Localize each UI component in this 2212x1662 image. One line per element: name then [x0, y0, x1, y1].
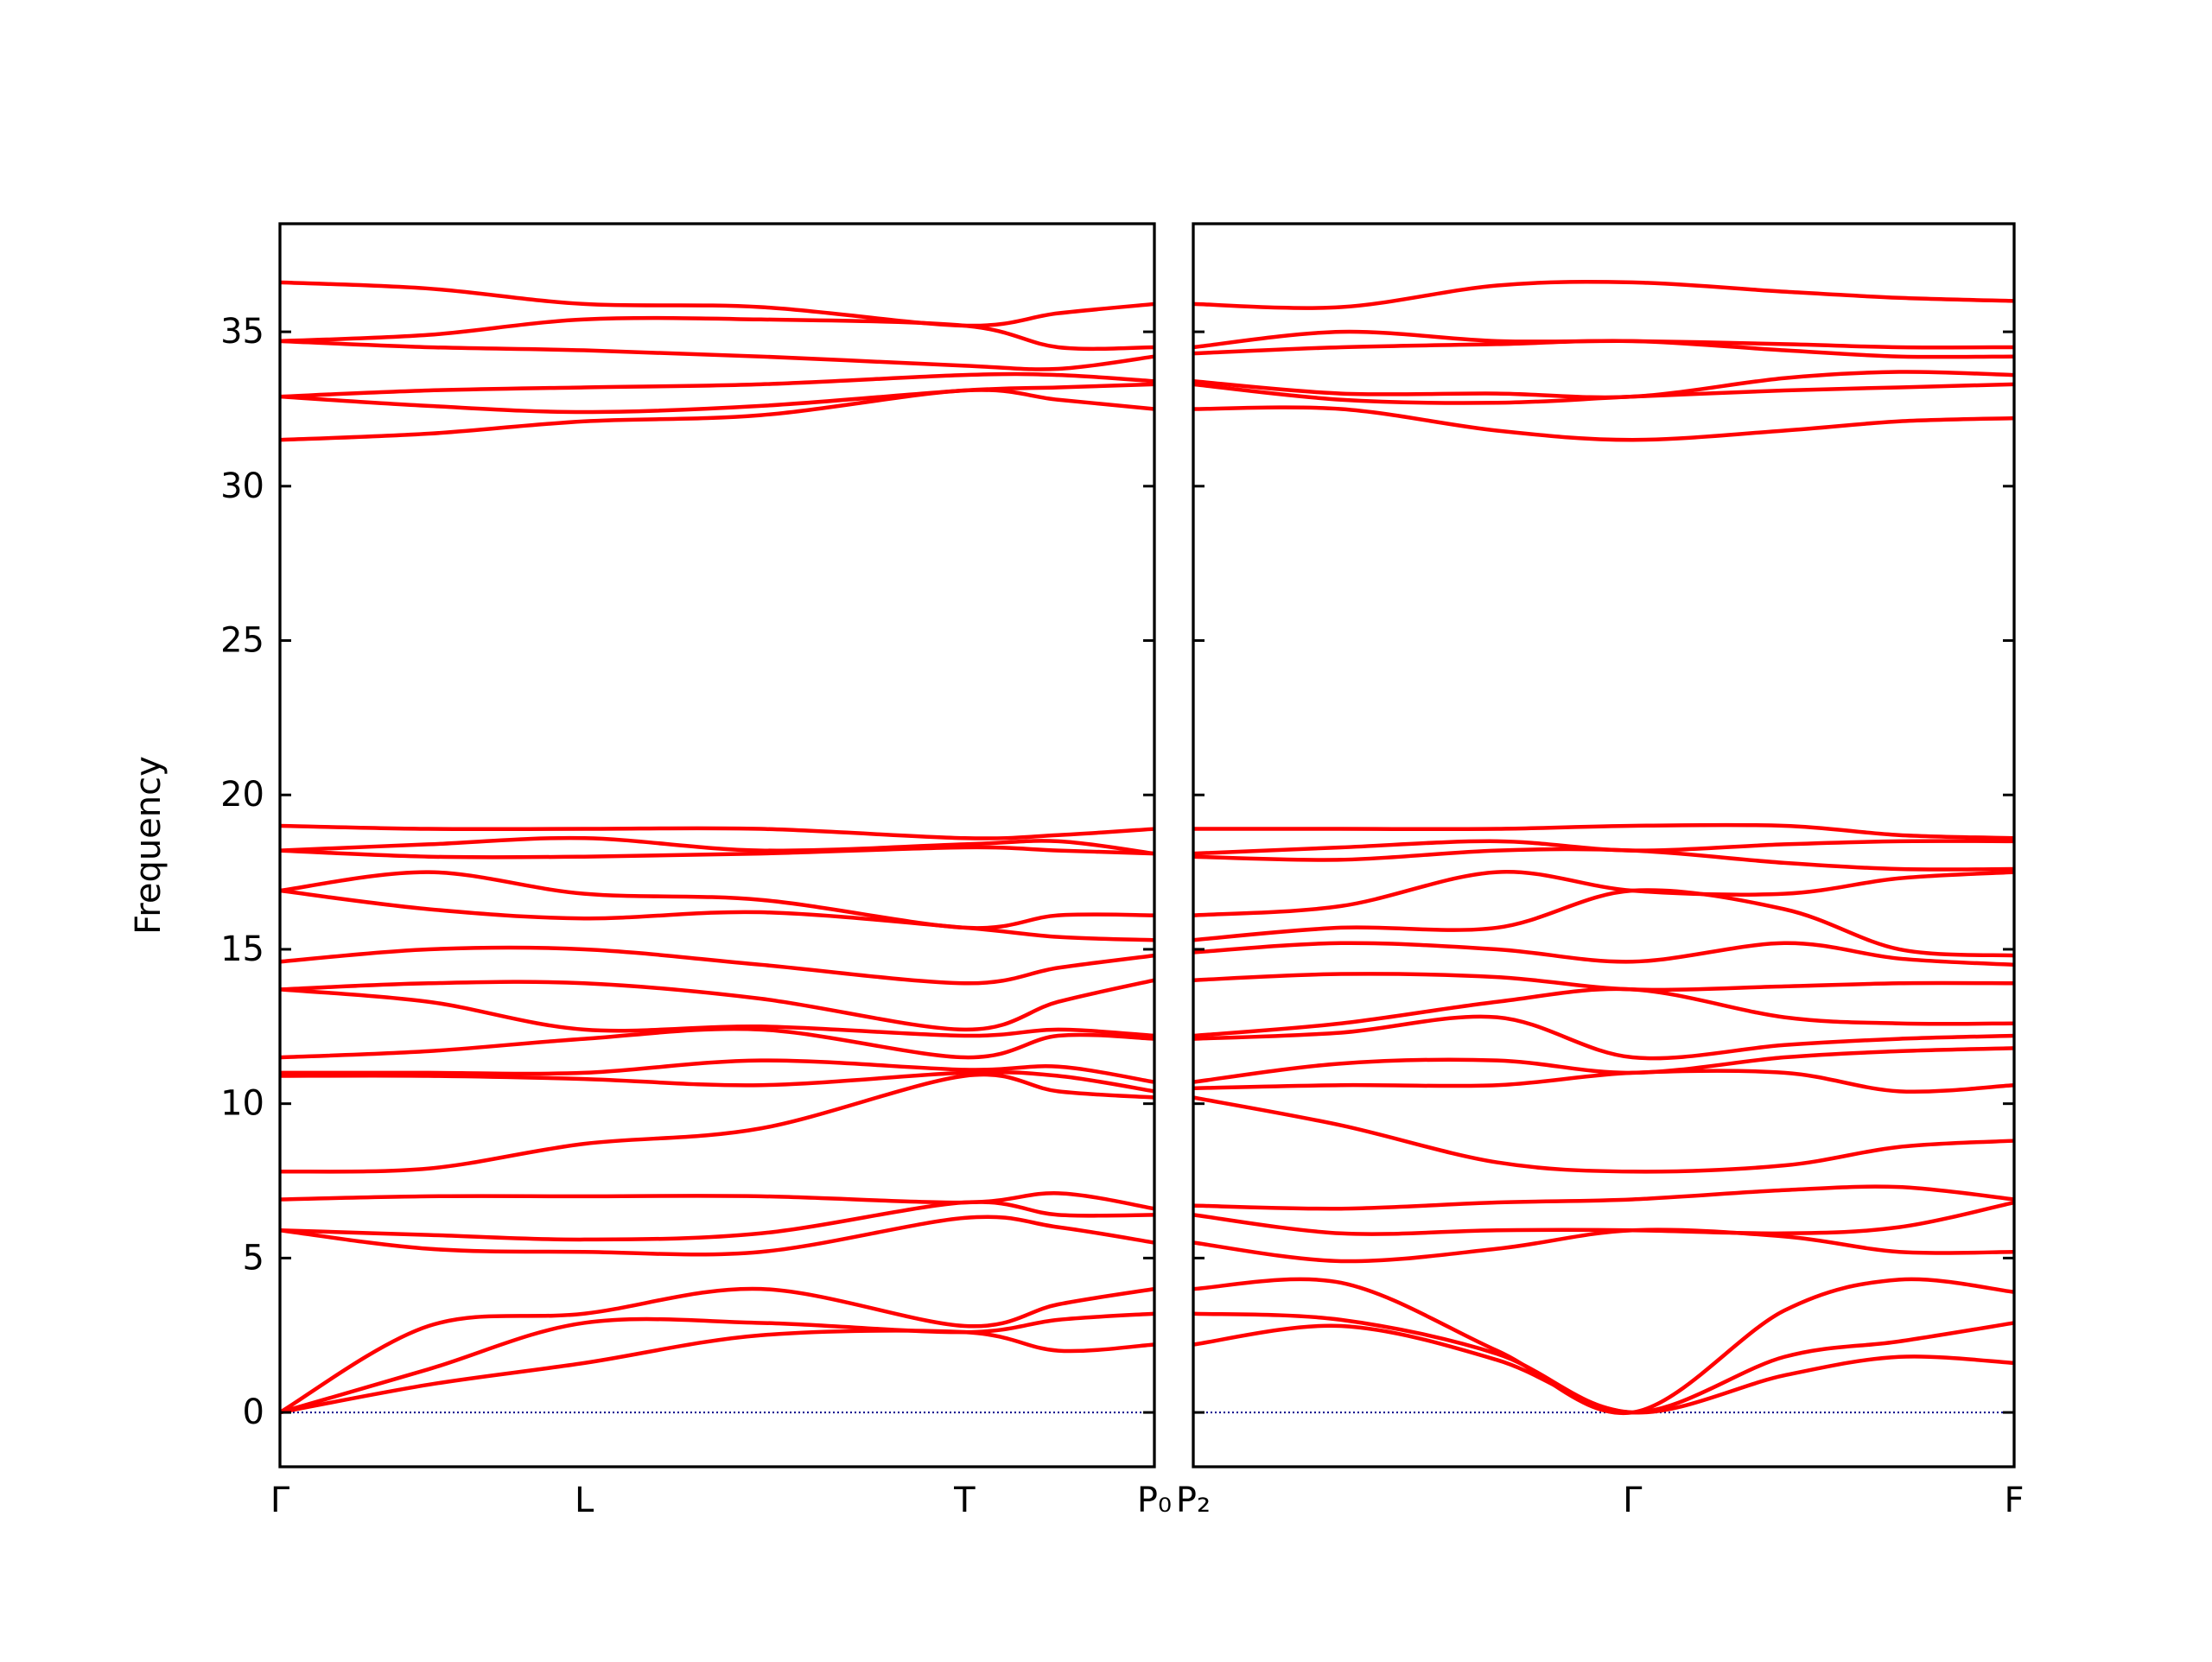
- band-line: [279, 978, 1155, 1032]
- band-line: [279, 945, 1155, 986]
- band-line: [279, 382, 1155, 415]
- band-line: [279, 388, 1155, 442]
- band-line: [279, 1191, 1155, 1211]
- band-line: [1192, 405, 2015, 442]
- band-line: [279, 1026, 1155, 1060]
- y-tick-label: 25: [220, 621, 264, 661]
- band-line: [279, 339, 1155, 371]
- band-line: [279, 280, 1155, 328]
- band-line: [1192, 1014, 2015, 1061]
- x-tick-label: F: [2004, 1481, 2024, 1520]
- band-line: [279, 371, 1155, 399]
- band-line: [279, 1329, 1155, 1415]
- x-tick-label: P₀: [1137, 1481, 1172, 1520]
- y-tick-label: 15: [220, 929, 264, 969]
- band-line: [279, 845, 1155, 860]
- band-line: [279, 870, 1155, 930]
- y-tick-label: 20: [220, 775, 264, 815]
- band-line: [1192, 941, 2015, 967]
- x-tick-label: L: [575, 1481, 594, 1520]
- y-tick-label: 10: [220, 1084, 264, 1124]
- band-line: [1192, 822, 2015, 841]
- band-line: [279, 823, 1155, 841]
- band-line: [279, 1069, 1155, 1094]
- band-line: [279, 1072, 1155, 1174]
- band-line: [1192, 1311, 2015, 1415]
- plot-frame: [278, 222, 1156, 1469]
- band-line: [1192, 986, 2015, 1038]
- x-tick-label: Γ: [1623, 1481, 1643, 1520]
- y-tick-label: 0: [243, 1392, 264, 1432]
- y-tick-label: 35: [220, 312, 264, 352]
- band-line: [1192, 370, 2015, 400]
- x-tick-label: T: [953, 1481, 976, 1520]
- band-line: [279, 1058, 1155, 1084]
- band-line: [279, 1215, 1155, 1257]
- y-tick-label: 5: [243, 1238, 264, 1278]
- band-line: [1192, 972, 2015, 993]
- band-line: [1192, 329, 2015, 350]
- band-line: [279, 888, 1155, 942]
- band-line: [1192, 280, 2015, 310]
- y-tick-label: 30: [220, 466, 264, 506]
- band-line: [279, 835, 1155, 856]
- band-line: [1192, 1046, 2015, 1084]
- band-line: [1192, 1200, 2015, 1236]
- plot-frame: [1192, 222, 2016, 1469]
- band-line: [1192, 1184, 2015, 1211]
- band-line: [1192, 1323, 2015, 1415]
- band-line: [1192, 1227, 2015, 1264]
- band-line: [279, 1311, 1155, 1415]
- band-line: [1192, 1095, 2015, 1174]
- band-line: [1192, 1069, 2015, 1094]
- band-line: [1192, 839, 2015, 856]
- band-line: [1192, 870, 2015, 917]
- band-line: [1192, 847, 2015, 872]
- y-axis-label: Frequency: [129, 756, 168, 935]
- band-line: [1192, 1277, 2015, 1416]
- band-line: [279, 987, 1155, 1038]
- band-line: [279, 1200, 1155, 1242]
- panel: P₂ Γ F: [1176, 222, 2024, 1520]
- band-line: [278, 1286, 1155, 1415]
- x-tick-label: P₂: [1176, 1481, 1211, 1520]
- x-tick-label: Γ: [270, 1481, 290, 1520]
- panel: 0 5 10 15 20 25 30 35 Γ L T P₀ Frequency: [129, 222, 1172, 1520]
- band-line: [279, 315, 1155, 352]
